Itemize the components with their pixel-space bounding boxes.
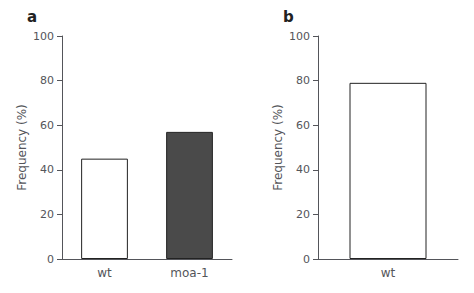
- svg-text:100: 100: [33, 30, 54, 43]
- svg-text:20: 20: [40, 208, 54, 221]
- svg-text:20: 20: [296, 208, 310, 221]
- svg-text:60: 60: [40, 119, 54, 132]
- svg-text:Frequency (%): Frequency (%): [271, 104, 285, 191]
- svg-text:0: 0: [47, 253, 54, 266]
- svg-text:moa-1: moa-1: [170, 266, 208, 280]
- svg-text:80: 80: [40, 74, 54, 87]
- svg-text:a: a: [27, 8, 37, 26]
- svg-text:b: b: [283, 8, 294, 26]
- svg-text:0: 0: [303, 253, 310, 266]
- svg-text:60: 60: [296, 119, 310, 132]
- svg-text:wt: wt: [381, 266, 396, 280]
- svg-text:40: 40: [296, 163, 310, 176]
- svg-text:80: 80: [296, 74, 310, 87]
- svg-text:100: 100: [289, 30, 310, 43]
- svg-text:Frequency (%): Frequency (%): [15, 104, 29, 191]
- svg-text:wt: wt: [97, 266, 112, 280]
- svg-text:40: 40: [40, 163, 54, 176]
